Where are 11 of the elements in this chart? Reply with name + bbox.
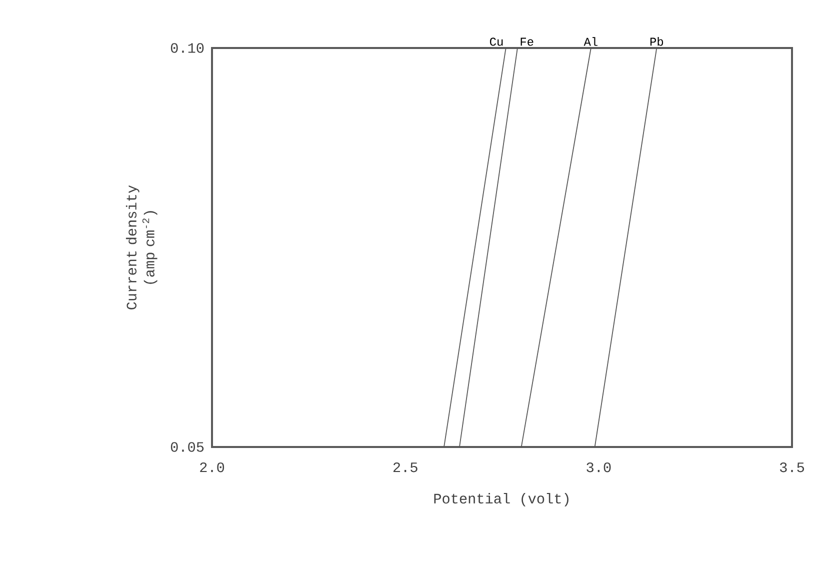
- y-tick-label: 0.10: [170, 43, 204, 53]
- series-label: Al: [584, 37, 598, 46]
- series-label: Fe: [520, 38, 534, 46]
- series-label: Pb: [650, 37, 664, 46]
- x-tick-label: 3.5: [780, 462, 804, 472]
- x-tick-label: 2.5: [393, 462, 418, 472]
- x-tick-label: 2.0: [200, 462, 224, 472]
- x-axis-title: Potential (volt): [434, 492, 568, 506]
- y-tick-label: 0.05: [170, 442, 204, 452]
- series-label: Cu: [490, 38, 503, 46]
- x-tick-label: 3.0: [586, 462, 611, 472]
